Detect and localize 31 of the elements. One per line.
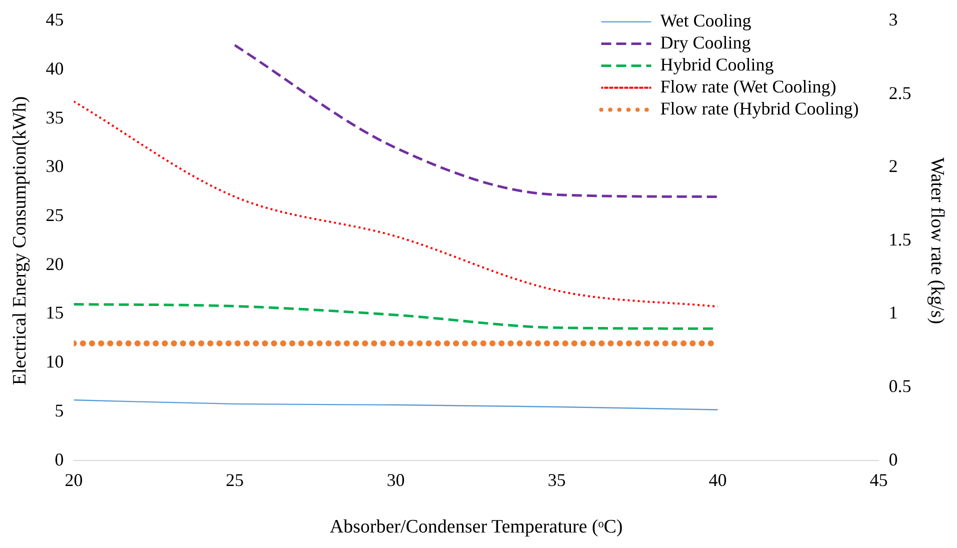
- y-tick-label: 5: [54, 400, 64, 420]
- y-tick-label: 25: [46, 205, 64, 225]
- legend-label: Flow rate (Hybrid Cooling): [660, 98, 859, 119]
- y2-axis-title: Water flow rate (kg/s): [926, 157, 948, 324]
- y-tick-label: 30: [46, 156, 64, 176]
- y2-tick-label: 3: [888, 10, 898, 30]
- y-axis-title: Electrical Energy Consumption(kWh): [9, 96, 30, 386]
- legend-label: Hybrid Cooling: [660, 54, 774, 75]
- y-tick-label: 15: [46, 302, 64, 323]
- x-tick-label: 35: [548, 470, 566, 490]
- y-tick-label: 20: [46, 254, 64, 274]
- x-tick-label: 25: [226, 470, 244, 490]
- y-tick-label: 35: [46, 107, 64, 128]
- y2-tick-label: 0: [888, 449, 898, 470]
- y2-tick-label: 1.5: [888, 229, 912, 250]
- y-tick-label: 40: [46, 58, 64, 78]
- y-tick-label: 45: [46, 10, 64, 30]
- x-axis-title: Absorber/Condenser Temperature (ᵒC): [330, 516, 623, 538]
- y2-tick-label: 1: [888, 302, 898, 323]
- line-series: [74, 399, 718, 410]
- legend-label: Wet Cooling: [660, 10, 752, 31]
- y2-tick-label: 2: [888, 156, 898, 176]
- x-tick-label: 45: [870, 470, 888, 490]
- y2-tick-label: 0.5: [888, 376, 912, 396]
- x-tick-label: 30: [386, 470, 405, 490]
- x-tick-label: 40: [708, 470, 727, 490]
- y-tick-label: 0: [54, 449, 64, 470]
- y-tick-label: 10: [46, 352, 64, 372]
- legend-label: Dry Cooling: [660, 32, 751, 53]
- y2-tick-label: 2.5: [888, 82, 912, 103]
- legend-label: Flow rate (Wet Cooling): [660, 76, 836, 97]
